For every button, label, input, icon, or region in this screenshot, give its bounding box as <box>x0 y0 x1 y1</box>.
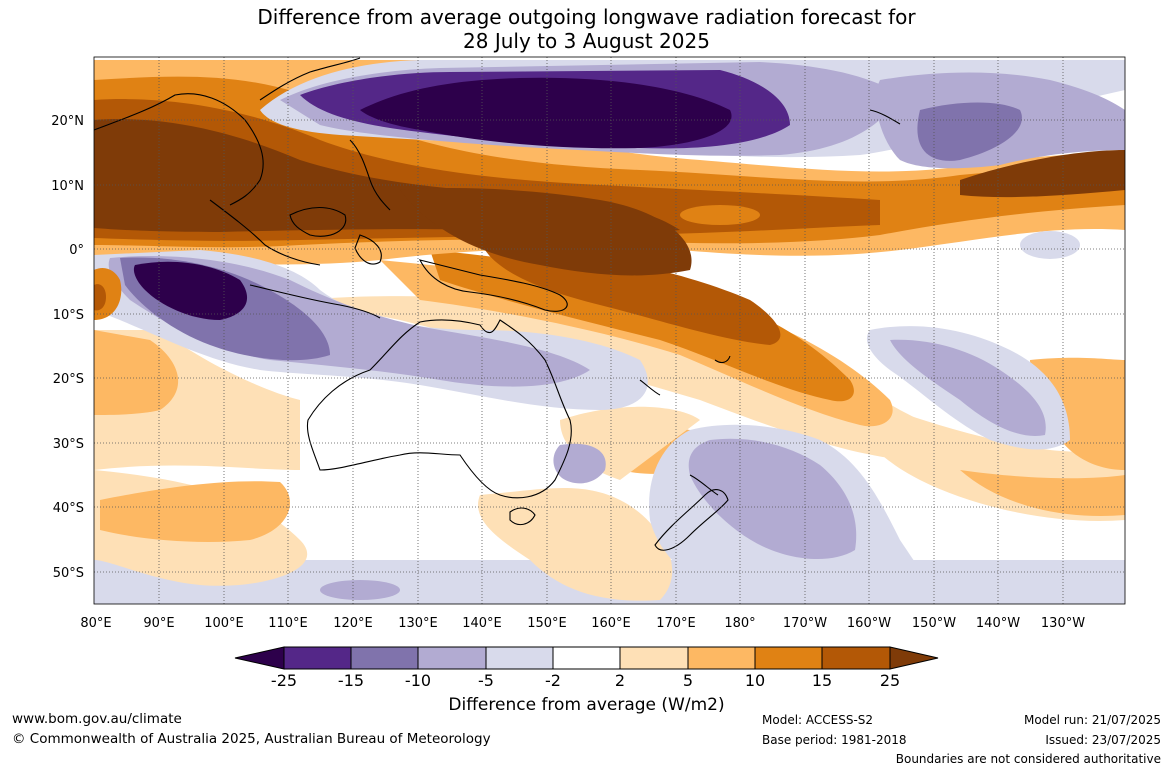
graticule <box>94 57 1125 604</box>
colorbar-tick-label: -2 <box>545 671 561 690</box>
map-frame <box>93 56 1126 605</box>
lon-label: 140°E <box>462 616 502 631</box>
model-text: Model: ACCESS-S2 <box>762 713 874 727</box>
colorbar-bin <box>485 646 554 670</box>
colorbar-bin <box>552 646 621 670</box>
base-period-text: Base period: 1981-2018 <box>762 733 907 747</box>
colorbar-bin <box>350 646 419 670</box>
disclaimer-text: Boundaries are not considered authoritat… <box>895 752 1161 766</box>
colorbar-bin <box>283 646 352 670</box>
lat-label: 30°S <box>53 437 84 452</box>
lon-label: 150°W <box>912 616 956 631</box>
colorbar-tick-label: -15 <box>337 671 365 690</box>
lon-label: 120°E <box>333 616 373 631</box>
colorbar-tick-label: 15 <box>811 671 833 690</box>
colorbar-min-arrow <box>234 646 285 670</box>
copyright-text: © Commonwealth of Australia 2025, Austra… <box>12 731 491 747</box>
lat-label: 10°S <box>53 308 84 323</box>
lat-label: 20°S <box>53 372 84 387</box>
colorbar-bin <box>754 646 823 670</box>
lon-label: 140°W <box>976 616 1020 631</box>
colorbar-max-arrow <box>889 646 939 670</box>
colorbar-bin <box>417 646 487 670</box>
map-title-line1: Difference from average outgoing longwav… <box>257 5 916 29</box>
colorbar-tick-label: -25 <box>270 671 298 690</box>
colorbar-tick-label: 25 <box>879 671 901 690</box>
issued-text: Issued: 23/07/2025 <box>1045 733 1161 747</box>
lon-label: 80°E <box>80 616 111 631</box>
lon-label: 170°W <box>783 616 827 631</box>
bom-url-link[interactable]: www.bom.gov.au/climate <box>12 711 182 727</box>
model-run-text: Model run: 21/07/2025 <box>1023 713 1161 727</box>
lon-label: 110°E <box>268 616 308 631</box>
map-title-line2: 28 July to 3 August 2025 <box>463 29 710 53</box>
colorbar-tick-label: 10 <box>744 671 766 690</box>
lat-label: 10°N <box>51 179 84 194</box>
lon-label: 150°E <box>527 616 567 631</box>
colorbar-bin <box>821 646 891 670</box>
colorbar-tick-label: -10 <box>404 671 432 690</box>
colorbar-bin <box>687 646 756 670</box>
lat-label: 50°S <box>53 566 84 581</box>
colorbar-tick-label: -5 <box>478 671 494 690</box>
colorbar-tick-label: 2 <box>614 671 626 690</box>
lat-label: 20°N <box>51 114 84 129</box>
lon-label: 130°E <box>398 616 438 631</box>
lon-label: 90°E <box>143 616 174 631</box>
lon-label: 180° <box>724 616 755 631</box>
colorbar-tick-label: 5 <box>682 671 694 690</box>
lon-label: 170°E <box>656 616 696 631</box>
lon-label: 160°E <box>591 616 631 631</box>
colorbar-bin <box>619 646 689 670</box>
lat-label: 40°S <box>53 501 84 516</box>
lon-label: 160°W <box>847 616 891 631</box>
lon-label: 100°E <box>204 616 244 631</box>
colorbar-title: Difference from average (W/m2) <box>448 695 725 715</box>
colorbar <box>234 646 939 670</box>
lat-label: 0° <box>69 243 84 258</box>
anomaly-field <box>94 57 1125 604</box>
lon-label: 130°W <box>1041 616 1085 631</box>
